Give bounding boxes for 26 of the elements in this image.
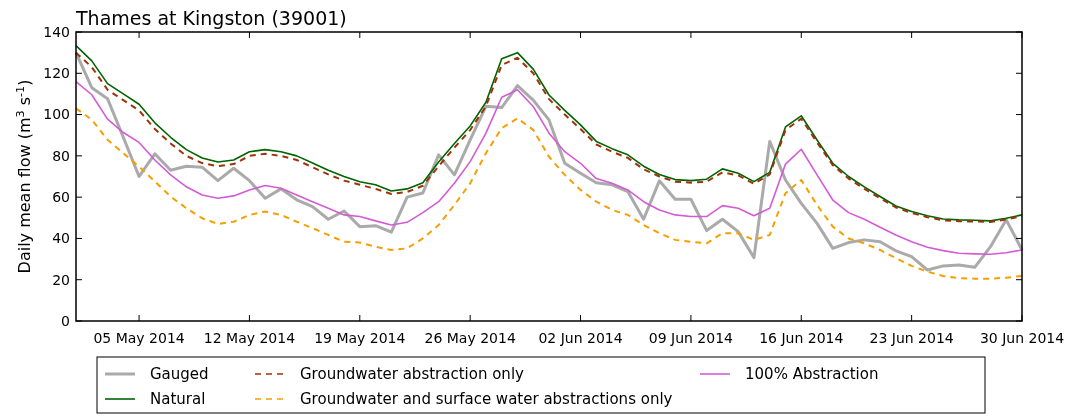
x-tick-label: 30 Jun 2014 bbox=[979, 330, 1065, 346]
line-series bbox=[75, 80, 1023, 256]
legend-label: Groundwater and surface water abstractions only bbox=[300, 390, 673, 409]
legend-label: Natural bbox=[150, 390, 206, 409]
line-series bbox=[75, 107, 1023, 280]
legend-label: 100% Abstraction bbox=[745, 365, 879, 384]
line-series bbox=[74, 51, 1024, 272]
x-tick-label: 16 Jun 2014 bbox=[759, 330, 844, 346]
x-tick-label: 26 May 2014 bbox=[424, 330, 516, 346]
y-tick-label: 60 bbox=[52, 189, 70, 206]
y-tick-label: 140 bbox=[43, 23, 70, 40]
y-tick-label: 0 bbox=[61, 312, 70, 329]
x-tick-label: 23 Jun 2014 bbox=[869, 330, 954, 346]
y-tick-label: 40 bbox=[52, 230, 70, 247]
chart-title: Thames at Kingston (39001) bbox=[75, 7, 347, 29]
x-tick-label: 02 Jun 2014 bbox=[538, 330, 623, 346]
x-tick-label: 12 May 2014 bbox=[203, 330, 296, 346]
y-tick-label: 120 bbox=[43, 65, 70, 82]
y-tick-label: 80 bbox=[52, 147, 70, 164]
x-tick-label: 09 Jun 2014 bbox=[648, 330, 734, 346]
legend-label: Groundwater abstraction only bbox=[300, 365, 525, 384]
x-tick-label: 05 May 2014 bbox=[93, 330, 185, 346]
x-tick-label: 19 May 2014 bbox=[314, 330, 406, 346]
y-tick-label: 20 bbox=[52, 271, 70, 288]
y-tick-label: 100 bbox=[43, 106, 70, 123]
legend-label: Gauged bbox=[150, 365, 209, 384]
